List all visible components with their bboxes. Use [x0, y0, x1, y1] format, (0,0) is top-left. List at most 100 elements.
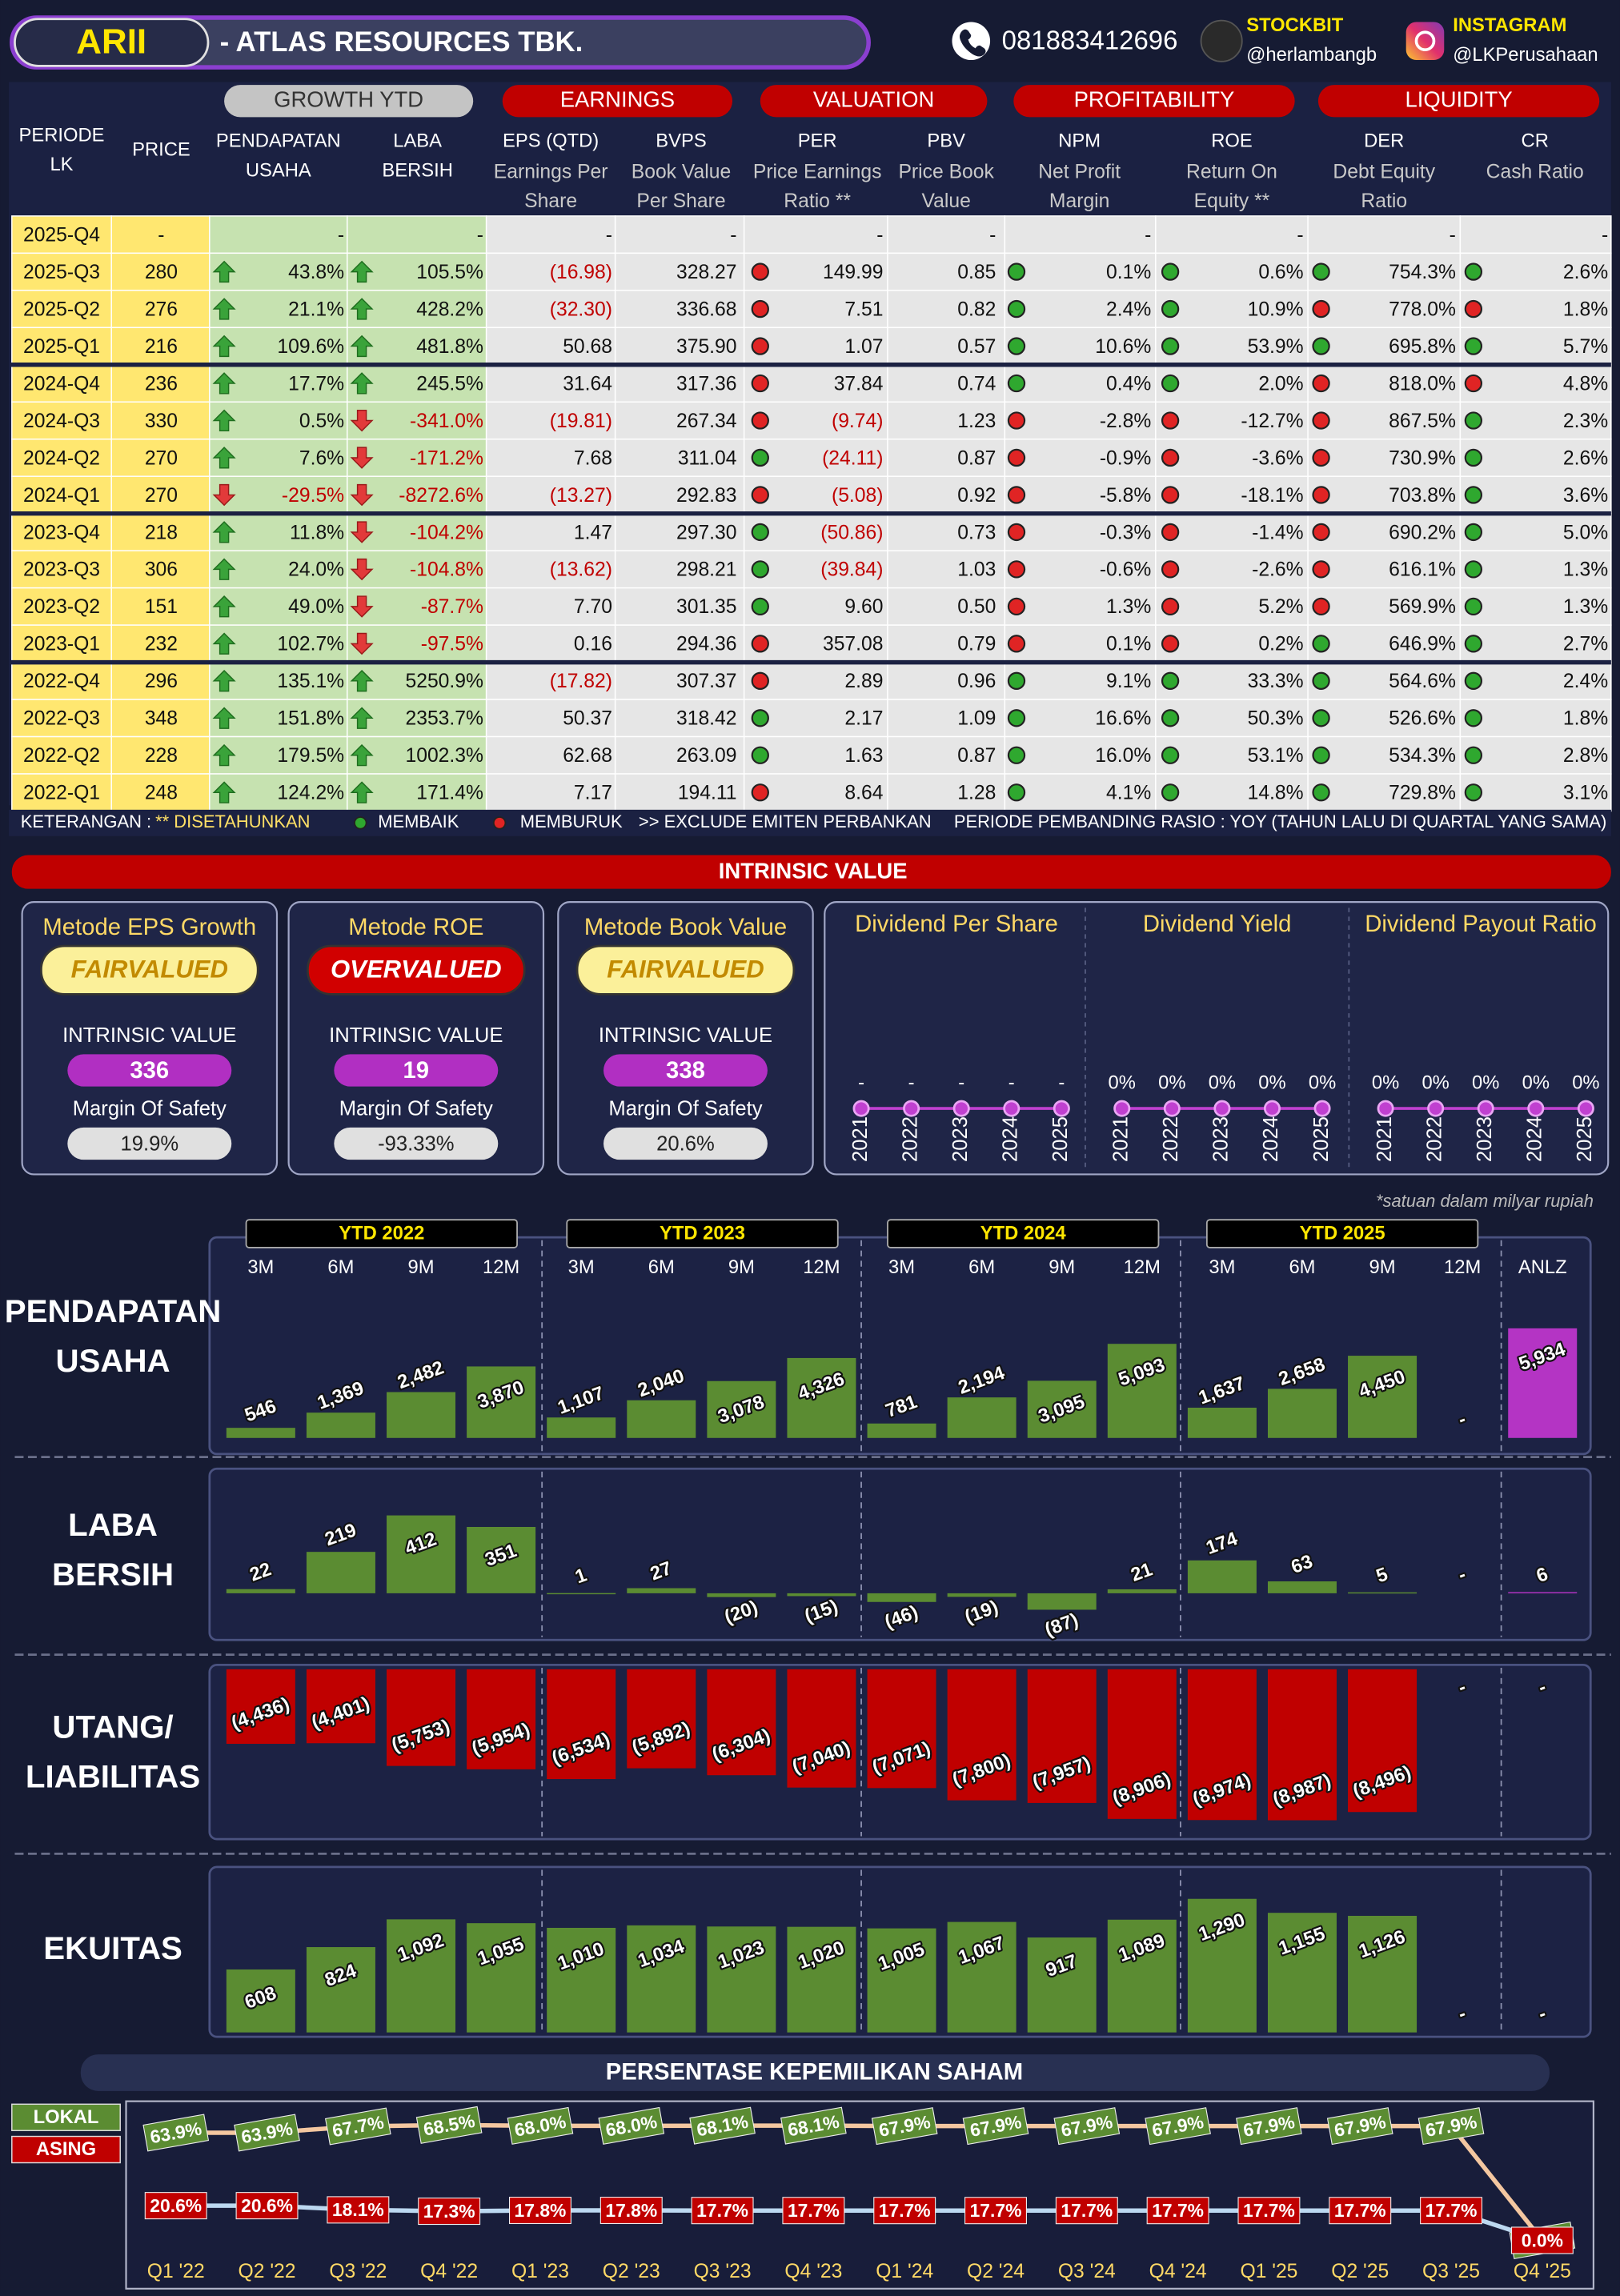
table-cell [614, 327, 745, 366]
table-value: 0.79 [957, 634, 996, 655]
bar [707, 1380, 776, 1438]
table-value: 280 [145, 262, 178, 283]
table-cell [485, 252, 616, 291]
status-dot [1161, 635, 1180, 653]
table-value: 2025-Q3 [23, 262, 100, 283]
bar [1107, 1589, 1177, 1593]
status-dot [1464, 709, 1483, 727]
column-subheader: Earnings Per [494, 161, 608, 182]
point-label: 17.7% [788, 2200, 840, 2221]
group-header-label: YTD 2023 [660, 1223, 745, 1244]
table-value: 109.6% [277, 336, 344, 358]
phone: 081883412696 [1002, 26, 1178, 55]
value-box [1418, 2107, 1485, 2146]
table-value: 1.3% [1563, 596, 1608, 618]
table-value: 2.6% [1563, 262, 1608, 283]
table-value: -0.6% [1100, 559, 1152, 581]
bar [306, 1552, 375, 1593]
group-pill [224, 85, 474, 118]
table-value: 17.7% [288, 373, 344, 395]
table-value: 534.3% [1389, 745, 1456, 767]
method-name: Metode ROE [348, 915, 483, 940]
table-value: 8.64 [844, 783, 883, 804]
value-box [1146, 2197, 1209, 2225]
x-tick-label: Q2 '22 [239, 2261, 296, 2282]
table-value: 1.09 [957, 708, 996, 730]
mos-value: 19.9% [120, 1133, 178, 1156]
table-value: 867.5% [1389, 411, 1456, 432]
dividend-value: - [858, 1072, 864, 1093]
column-subheader: Price Earnings [753, 161, 882, 182]
bar [387, 1515, 456, 1593]
instagram-glyph [1414, 30, 1436, 52]
column-subheader: Ratio ** [784, 190, 851, 212]
table-value: 5.2% [1258, 596, 1303, 618]
table-value: 526.6% [1389, 708, 1456, 730]
table-value: - [1297, 224, 1303, 246]
group-label: VALUATION [813, 87, 934, 112]
table-value: - [477, 224, 483, 246]
status-dot [1161, 337, 1180, 355]
table-value: 5.7% [1563, 336, 1608, 358]
value-box [873, 2197, 936, 2225]
table-value: 33.3% [1248, 671, 1304, 692]
table-value: 10.6% [1095, 336, 1151, 358]
table-cell [887, 364, 1006, 403]
table-cell [887, 624, 1006, 663]
status-dot [1161, 709, 1180, 727]
table-value: 31.64 [563, 373, 612, 395]
growth-arrow [350, 409, 374, 432]
table-value: 569.9% [1389, 596, 1456, 618]
table-cell [1004, 401, 1157, 440]
table-cell [1459, 327, 1612, 366]
table-value: 9.60 [844, 596, 883, 618]
chart-label: BERSIH [52, 1557, 174, 1593]
table-value: -2.6% [1252, 559, 1304, 581]
legend-text: MEMBAIK [378, 811, 459, 831]
bar [547, 1593, 616, 1595]
point-label: 17.7% [1426, 2200, 1478, 2221]
growth-arrow [350, 558, 374, 581]
status-dot [1161, 597, 1180, 616]
intrinsic-value: 19 [403, 1058, 430, 1084]
table-value: 50.37 [563, 708, 612, 730]
column-header: LABA [393, 130, 442, 152]
table-value: -5.8% [1100, 485, 1152, 507]
status-dot [1007, 671, 1026, 690]
growth-arrow [212, 521, 236, 543]
x-tick-label: 6M [968, 1256, 995, 1278]
table-value: 292.83 [676, 485, 737, 507]
dividend-year: 2025 [1049, 1116, 1072, 1162]
growth-arrow [350, 483, 374, 507]
table-value: 10.9% [1248, 299, 1304, 320]
bar [1348, 1669, 1418, 1813]
table-cell [11, 401, 112, 440]
legend-label: LOKAL [34, 2106, 99, 2128]
group-header-label: YTD 2025 [1300, 1223, 1385, 1244]
status-dot [1464, 746, 1483, 764]
status-dot [1464, 523, 1483, 542]
status-dot [751, 783, 769, 802]
mos-pill [334, 1127, 499, 1160]
table-value: 730.9% [1389, 447, 1456, 469]
table-cell [887, 735, 1006, 775]
table-value: -18.1% [1241, 485, 1303, 507]
mos-pill [603, 1127, 768, 1160]
column-header: CR [1522, 130, 1549, 152]
table-value: - [1602, 224, 1608, 246]
table-cell [743, 215, 888, 254]
status-pill [307, 944, 526, 996]
value-box [234, 2114, 300, 2152]
bar [226, 1969, 295, 2033]
dividend-year: 2023 [949, 1116, 972, 1162]
table-value: 37.84 [834, 373, 884, 395]
bar [387, 1392, 456, 1438]
mos-value: 20.6% [656, 1133, 715, 1156]
table-cell [1459, 699, 1612, 738]
table-value: 216 [145, 336, 178, 358]
table-value: 0.4% [1106, 373, 1151, 395]
table-value: 232 [145, 634, 178, 655]
table-value: 616.1% [1389, 559, 1456, 581]
column-subheader: Ratio [1361, 190, 1407, 212]
table-value: - [338, 224, 344, 246]
